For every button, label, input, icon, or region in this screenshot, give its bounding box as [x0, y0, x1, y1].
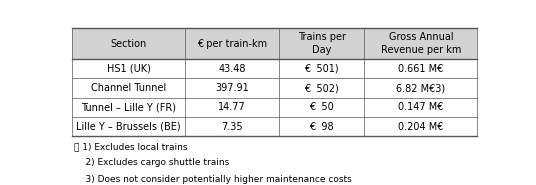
Text: Tunnel – Lille Y (FR): Tunnel – Lille Y (FR) — [81, 102, 176, 112]
Bar — [72, 78, 185, 98]
Text: €  98: € 98 — [309, 122, 334, 132]
Text: €  50: € 50 — [309, 102, 334, 112]
Bar — [364, 28, 478, 59]
Bar — [185, 98, 279, 117]
Text: Trains per
Day: Trains per Day — [298, 32, 346, 55]
Bar — [185, 78, 279, 98]
Text: 397.91: 397.91 — [215, 83, 249, 93]
Bar — [279, 28, 364, 59]
Text: €  502): € 502) — [304, 83, 339, 93]
Bar — [72, 98, 185, 117]
Text: 14.77: 14.77 — [218, 102, 246, 112]
Text: 7.35: 7.35 — [221, 122, 243, 132]
Text: 주 1) Excludes local trains: 주 1) Excludes local trains — [74, 142, 188, 151]
Text: 3) Does not consider potentially higher maintenance costs: 3) Does not consider potentially higher … — [74, 175, 352, 184]
Text: Gross Annual
Revenue per km: Gross Annual Revenue per km — [381, 32, 461, 55]
Text: 0.661 M€: 0.661 M€ — [398, 64, 443, 74]
Text: Channel Tunnel: Channel Tunnel — [91, 83, 166, 93]
Text: € per train-km: € per train-km — [197, 38, 267, 49]
Text: Section: Section — [110, 38, 147, 49]
Bar — [279, 78, 364, 98]
Bar — [364, 98, 478, 117]
Text: 2) Excludes cargo shuttle trains: 2) Excludes cargo shuttle trains — [74, 158, 229, 167]
Bar — [185, 59, 279, 78]
Text: 0.147 M€: 0.147 M€ — [398, 102, 443, 112]
Bar — [364, 59, 478, 78]
Bar — [364, 117, 478, 136]
Text: €  501): € 501) — [304, 64, 339, 74]
Bar — [72, 28, 185, 59]
Bar — [72, 117, 185, 136]
Text: 6.82 M€3): 6.82 M€3) — [396, 83, 445, 93]
Bar — [279, 98, 364, 117]
Text: HS1 (UK): HS1 (UK) — [107, 64, 151, 74]
Text: 43.48: 43.48 — [219, 64, 246, 74]
Bar — [279, 59, 364, 78]
Bar — [185, 117, 279, 136]
Bar — [364, 78, 478, 98]
Bar — [279, 117, 364, 136]
Text: 0.204 M€: 0.204 M€ — [398, 122, 443, 132]
Text: Lille Y – Brussels (BE): Lille Y – Brussels (BE) — [76, 122, 181, 132]
Bar — [72, 59, 185, 78]
Bar — [185, 28, 279, 59]
